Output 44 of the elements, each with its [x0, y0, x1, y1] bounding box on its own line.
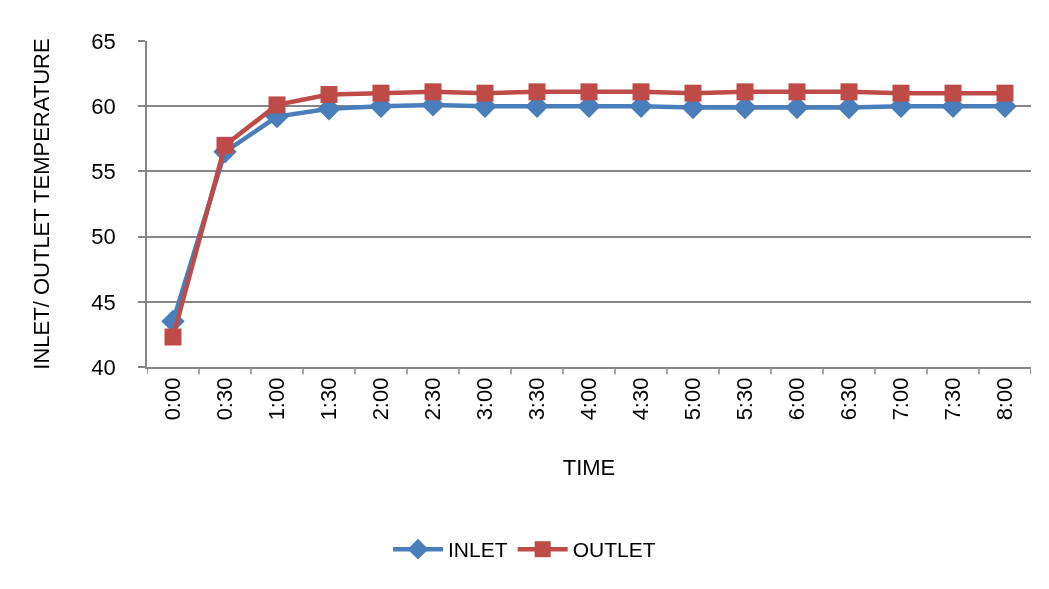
- point: [580, 83, 598, 101]
- x-tick-label: 0:00: [160, 377, 186, 421]
- x-tick-label: 2:00: [368, 377, 394, 421]
- y-tick-label: 50: [91, 224, 116, 250]
- y-tick-label: 45: [91, 289, 116, 315]
- point: [268, 96, 286, 114]
- x-tick-label: 3:30: [524, 377, 550, 421]
- x-tick-label: 6:30: [836, 377, 862, 421]
- point: [788, 83, 806, 101]
- legend-label: OUTLET: [572, 538, 656, 562]
- y-axis-title: INLET/ OUTLET TEMPERATURE: [28, 38, 54, 370]
- point: [372, 84, 390, 102]
- legend-label: INLET: [448, 538, 508, 562]
- point: [216, 136, 234, 154]
- point: [632, 83, 650, 101]
- x-tick-label: 1:30: [316, 377, 342, 421]
- x-tick-label: 4:00: [576, 377, 602, 421]
- point: [320, 85, 338, 103]
- x-tick-label: 2:30: [420, 377, 446, 421]
- point: [736, 83, 754, 101]
- x-tick-label: 0:30: [212, 377, 238, 421]
- point: [528, 83, 546, 101]
- y-tick-label: 60: [91, 93, 116, 119]
- point: [164, 328, 182, 346]
- x-tick-label: 1:00: [264, 377, 290, 421]
- point: [840, 83, 858, 101]
- x-tick-label: 5:30: [732, 377, 758, 421]
- x-tick-label: 4:30: [628, 377, 654, 421]
- point: [684, 84, 702, 102]
- point: [944, 84, 962, 102]
- y-tick-label: 65: [91, 28, 116, 54]
- x-axis-title: TIME: [562, 454, 616, 480]
- x-tick-label: 5:00: [680, 377, 706, 421]
- point: [996, 84, 1014, 102]
- x-tick-label: 6:00: [784, 377, 810, 421]
- point: [424, 83, 442, 101]
- point: [476, 84, 494, 102]
- x-tick-label: 8:00: [992, 377, 1018, 421]
- y-tick-label: 40: [91, 354, 116, 380]
- x-tick-label: 7:30: [940, 377, 966, 421]
- y-tick-label: 55: [91, 159, 116, 185]
- x-tick-label: 7:00: [888, 377, 914, 421]
- point: [892, 84, 910, 102]
- x-tick-label: 3:00: [472, 377, 498, 421]
